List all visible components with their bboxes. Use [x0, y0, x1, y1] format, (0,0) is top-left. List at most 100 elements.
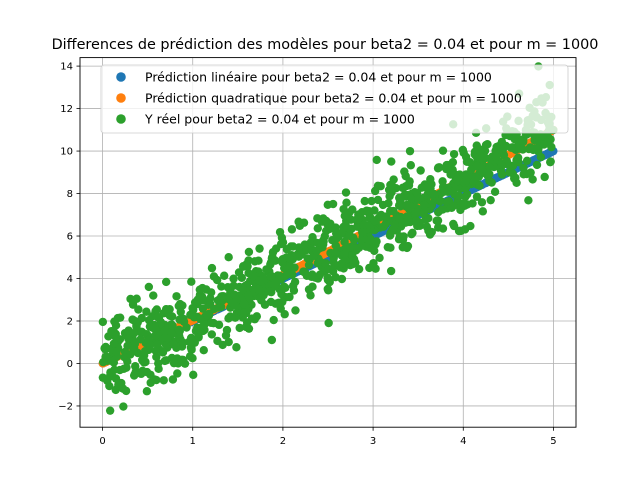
data-point: [312, 246, 321, 256]
data-point: [315, 270, 325, 279]
data-point: [138, 366, 147, 376]
data-point: [448, 165, 457, 174]
data-point: [526, 168, 535, 177]
y-tick-label: 14: [60, 62, 73, 73]
data-point: [129, 329, 139, 338]
data-point: [323, 284, 332, 294]
data-point: [433, 216, 443, 225]
data-point: [348, 205, 357, 214]
data-point: [485, 169, 494, 179]
data-point: [407, 194, 416, 203]
data-point: [512, 178, 521, 188]
data-point: [505, 168, 514, 177]
data-point: [359, 221, 368, 230]
data-point: [420, 200, 429, 210]
data-point: [354, 215, 363, 224]
y-tick-label: 10: [60, 147, 73, 158]
data-point: [406, 161, 416, 170]
data-point: [282, 245, 292, 254]
data-point: [267, 272, 276, 281]
data-point: [267, 335, 277, 345]
data-point: [365, 213, 374, 222]
data-point: [134, 305, 143, 314]
data-point: [207, 263, 217, 273]
data-point: [460, 225, 470, 234]
x-tick-label: 2: [280, 436, 286, 447]
axes-frame: [79, 57, 577, 428]
data-point: [142, 307, 151, 316]
data-point: [168, 375, 178, 384]
legend-marker: [116, 72, 126, 82]
data-point: [321, 226, 331, 236]
data-point: [472, 192, 482, 201]
data-point: [219, 271, 229, 280]
data-point: [364, 206, 374, 216]
data-point: [195, 285, 204, 294]
data-point: [179, 314, 188, 324]
data-point: [522, 156, 532, 166]
data-point: [239, 308, 249, 317]
data-point: [443, 187, 453, 196]
data-point: [436, 196, 445, 205]
data-point: [224, 253, 233, 262]
data-point: [287, 225, 297, 234]
data-point: [390, 220, 399, 230]
data-point: [130, 344, 139, 353]
legend-marker: [116, 93, 126, 103]
data-point: [146, 370, 155, 379]
data-point: [255, 244, 264, 253]
data-point: [175, 326, 184, 336]
data-point: [304, 260, 314, 270]
data-point: [328, 199, 338, 209]
data-point: [232, 343, 241, 352]
data-point: [477, 153, 487, 163]
data-point: [323, 275, 333, 285]
data-point: [109, 326, 118, 336]
data-point: [153, 340, 162, 349]
data-point: [146, 378, 155, 387]
data-point: [300, 241, 309, 250]
data-point: [188, 310, 198, 320]
y-tick-label: −2: [58, 402, 73, 413]
data-point: [265, 287, 274, 296]
data-point: [154, 359, 163, 368]
data-point: [244, 247, 254, 257]
data-point: [285, 292, 294, 302]
data-point: [355, 243, 364, 252]
data-point: [141, 357, 150, 367]
data-point: [279, 282, 289, 291]
data-point: [145, 322, 155, 331]
data-point: [159, 376, 168, 385]
legend: Prédiction linéaire pour beta2 = 0.04 et…: [100, 64, 569, 134]
data-point: [340, 211, 349, 221]
data-point: [340, 237, 349, 247]
data-point: [101, 345, 110, 354]
data-point: [373, 181, 383, 191]
data-point: [231, 313, 240, 322]
data-point: [111, 374, 121, 383]
data-point: [137, 313, 147, 323]
data-point: [485, 162, 494, 172]
data-point: [173, 369, 182, 378]
data-point: [215, 295, 224, 304]
data-point: [271, 277, 280, 287]
y-tick-label: 2: [67, 317, 73, 328]
data-point: [295, 221, 305, 230]
x-tick-label: 4: [460, 436, 466, 447]
data-point: [324, 318, 333, 328]
data-point: [375, 253, 384, 263]
data-point: [221, 331, 231, 340]
data-point: [486, 195, 495, 205]
data-point: [328, 267, 338, 276]
data-point: [112, 347, 121, 357]
data-point: [373, 195, 383, 205]
data-point: [316, 238, 326, 248]
data-point: [98, 317, 108, 327]
data-point: [269, 315, 278, 325]
data-point: [546, 157, 555, 166]
data-point: [136, 335, 145, 344]
data-point: [475, 181, 484, 190]
data-point: [400, 167, 409, 176]
data-point: [500, 143, 509, 152]
data-point: [288, 270, 297, 279]
